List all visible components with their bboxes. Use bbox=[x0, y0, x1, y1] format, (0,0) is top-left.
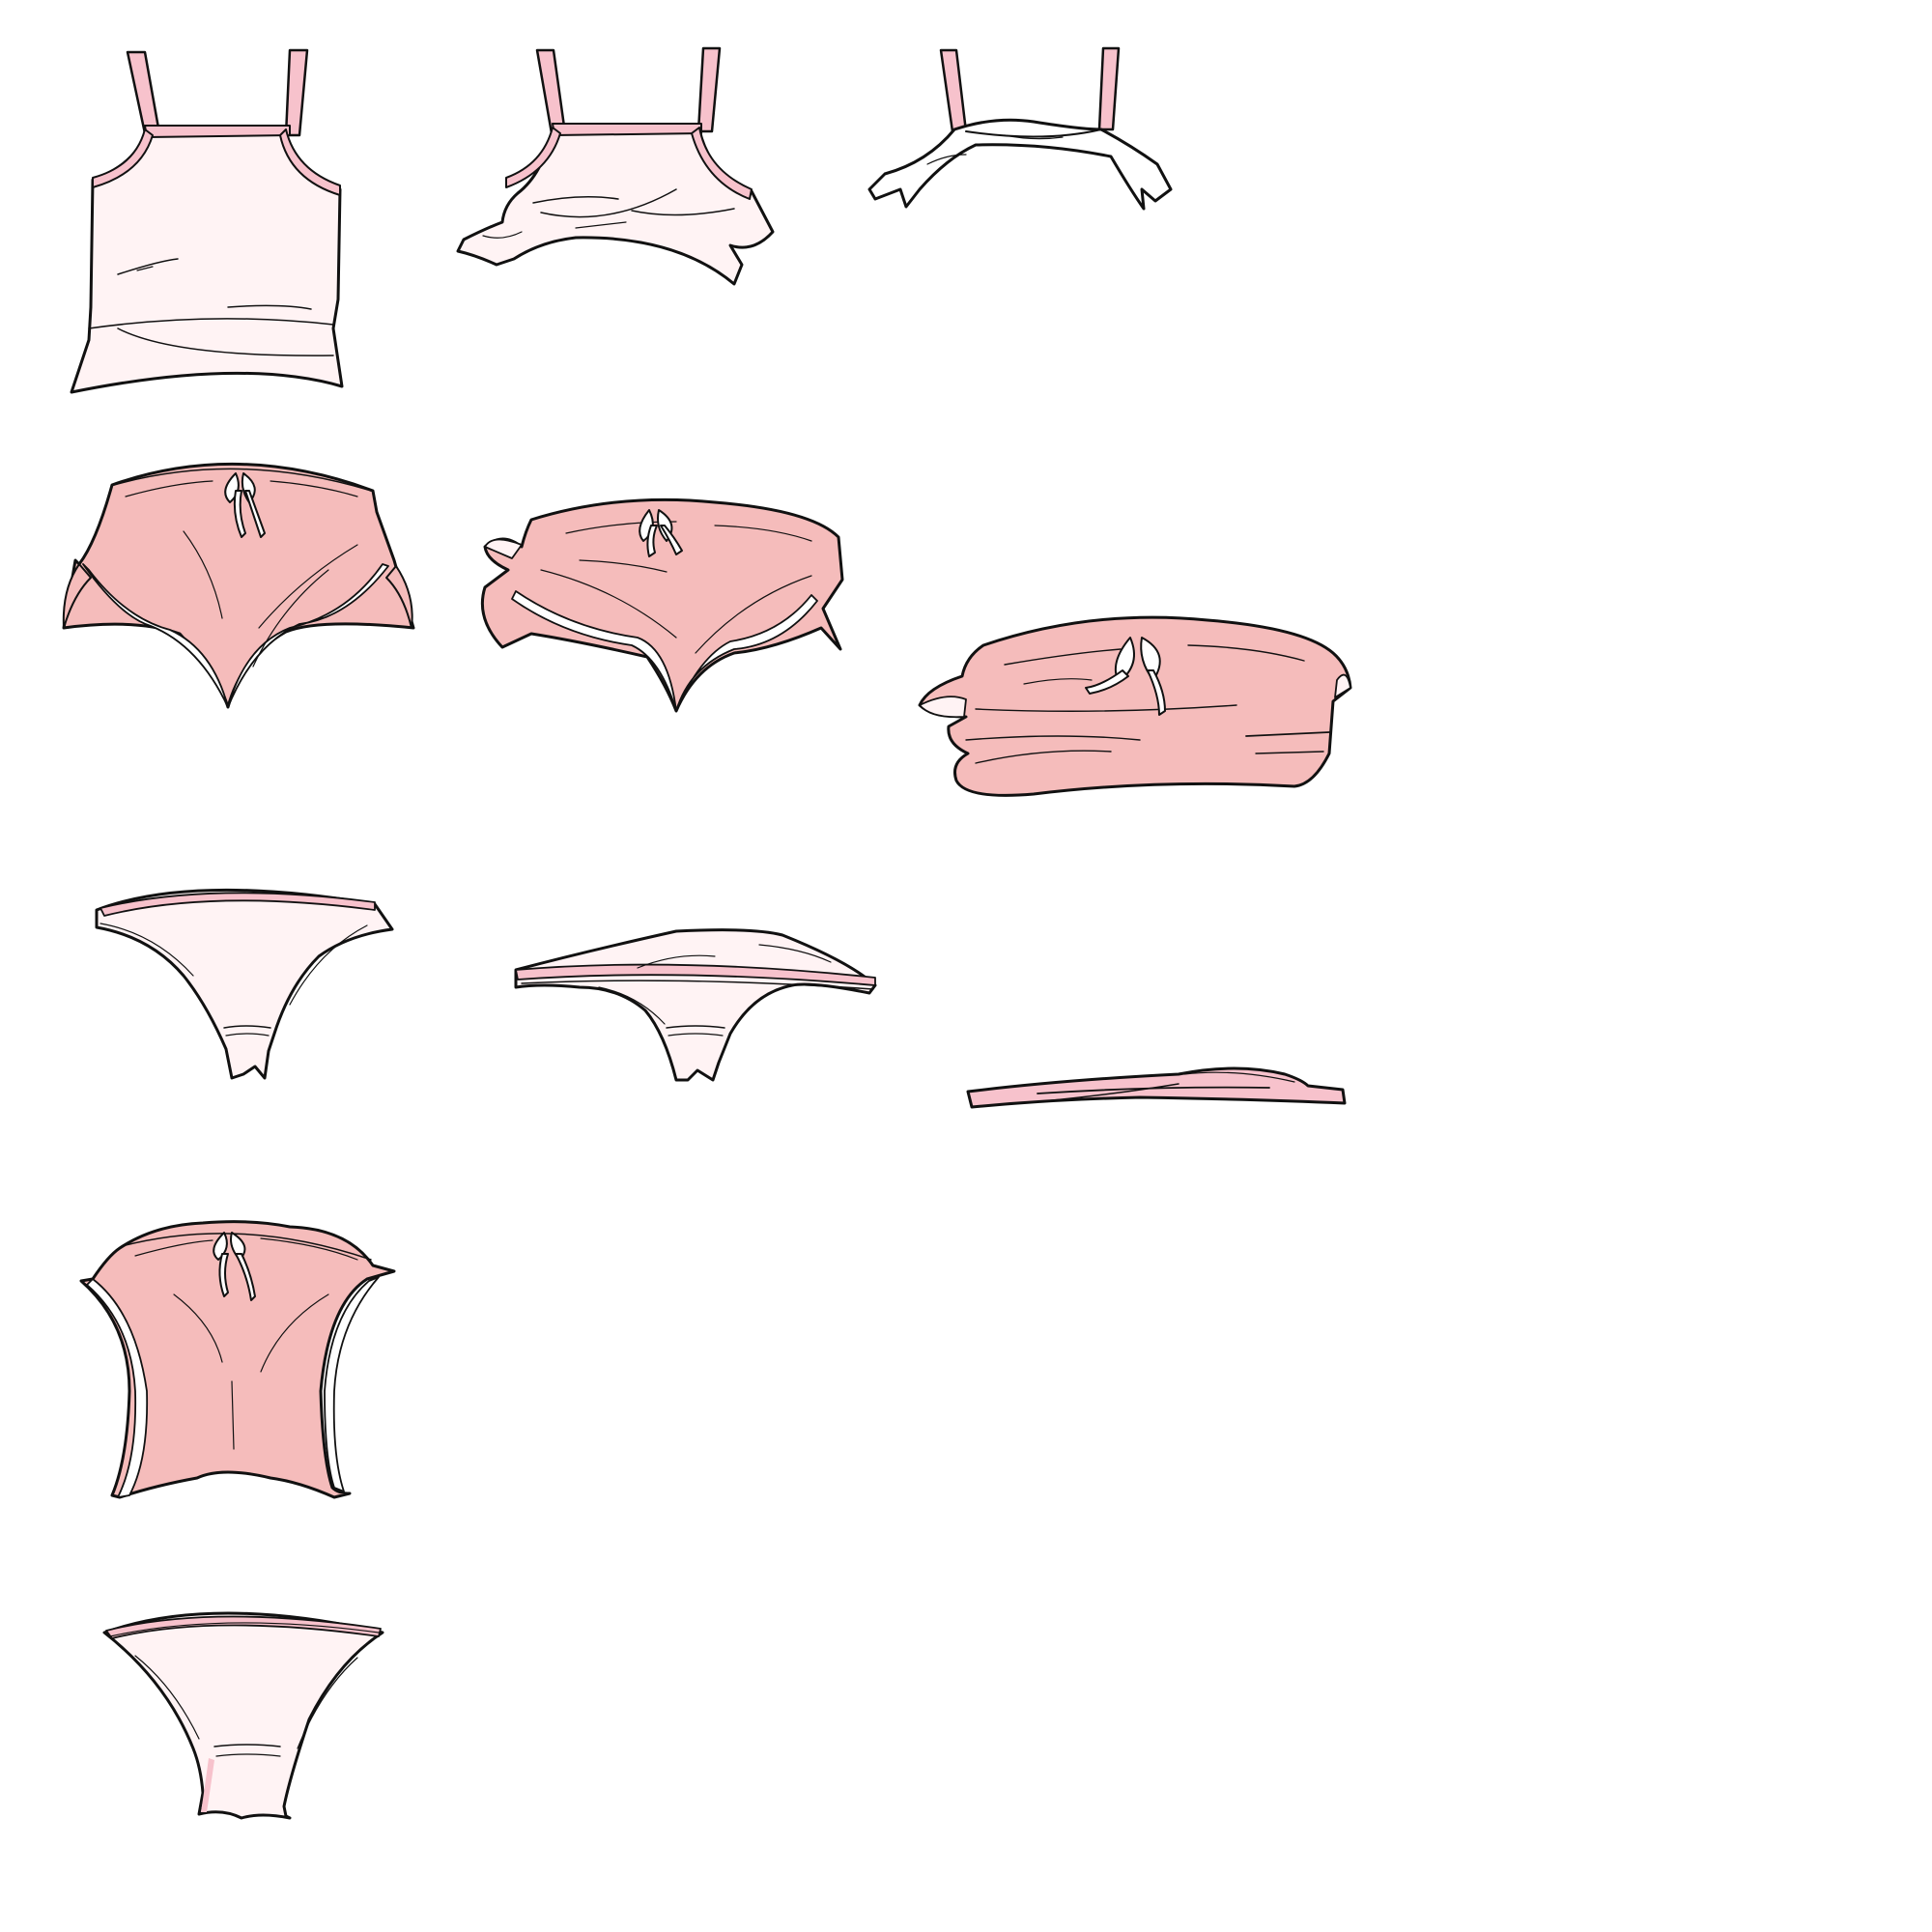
bloomers-sagging-sprite bbox=[480, 497, 844, 713]
briefs-back-sprite bbox=[102, 1611, 384, 1820]
camisole-intact-sprite bbox=[70, 48, 344, 394]
thong-intact-sprite bbox=[95, 888, 394, 1080]
bloomers-bunched-sprite bbox=[918, 615, 1352, 797]
bloomers-intact-sprite bbox=[62, 462, 415, 709]
thong-flattened-sprite bbox=[966, 1066, 1347, 1109]
camisole-torn-sprite bbox=[456, 46, 775, 286]
thong-folded-sprite bbox=[514, 928, 877, 1082]
bloomers-back-sprite bbox=[79, 1220, 396, 1499]
camisole-shredded-sprite bbox=[867, 46, 1173, 211]
